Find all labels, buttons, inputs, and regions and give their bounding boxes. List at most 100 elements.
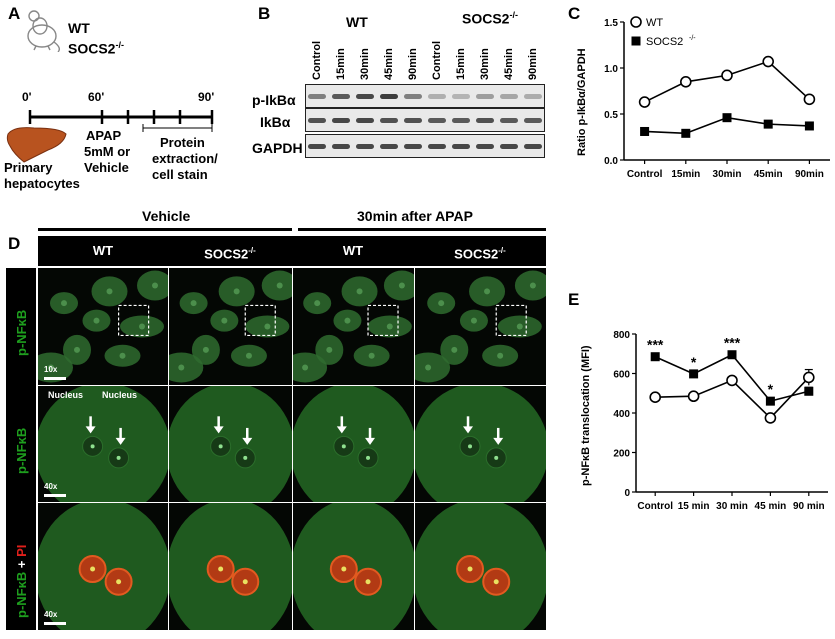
cell — [293, 352, 328, 383]
significance-label: *** — [724, 335, 741, 351]
cell-body — [38, 386, 168, 502]
blot-band — [428, 144, 446, 149]
significance-label: *** — [647, 337, 664, 353]
nucleus-spot — [218, 444, 223, 449]
y-tick-label: 1.5 — [604, 18, 618, 29]
cell-nucleus — [398, 282, 405, 289]
row-label-3: p-NFκB + PI — [14, 545, 29, 618]
scale-label: 10x — [44, 365, 58, 374]
nucleus-spot — [366, 455, 371, 460]
time-60: 60' — [88, 90, 105, 104]
blot-group-wt: WT — [346, 14, 368, 30]
micrograph-tile — [293, 268, 414, 385]
micrograph-tile — [169, 386, 292, 502]
y-tick-label: 0.5 — [604, 110, 618, 121]
y-tick-label: 200 — [613, 449, 630, 460]
legend-wt-label: WT — [646, 17, 663, 29]
mouse-socs-sup: -/- — [115, 40, 124, 50]
significance-label: * — [768, 381, 774, 397]
micrograph-image — [38, 503, 168, 630]
group-vehicle-bar — [38, 228, 292, 231]
point-socs — [727, 350, 737, 360]
point-wt — [803, 371, 815, 384]
scale-label: 40x — [44, 610, 58, 619]
col-header-text-1: WT — [92, 243, 114, 258]
y-tick-label: 600 — [613, 370, 630, 381]
blot-lane-label: 30min — [479, 48, 491, 80]
cell-nucleus — [74, 346, 80, 353]
blot-band — [332, 94, 350, 99]
point-socs — [640, 126, 650, 136]
x-tick-label: 15min — [671, 169, 700, 180]
cell-nucleus — [386, 323, 393, 330]
blot-group-socs-text: SOCS2 — [462, 10, 510, 27]
point-wt — [764, 412, 777, 424]
x-tick-label: 30min — [713, 169, 742, 180]
micrograph-image — [169, 386, 292, 502]
blot-band — [428, 94, 446, 99]
micrograph-image — [38, 386, 168, 502]
row-label-1: p-NFκB — [14, 309, 29, 356]
x-tick-label: 45 min — [755, 501, 787, 512]
apap-line-2: 5mM or — [84, 144, 131, 159]
blot-lane-label: 15min — [335, 48, 347, 80]
series-line — [644, 60, 810, 103]
blot-band — [404, 94, 422, 99]
protein-line-2: extraction/ — [152, 151, 218, 166]
y-tick-label: 400 — [613, 409, 630, 420]
micrograph-tile: 10x — [38, 268, 168, 385]
row-label-3-plus: + — [14, 556, 29, 572]
cell-nucleus — [221, 317, 228, 324]
blot-band — [332, 144, 350, 149]
micrograph-image — [293, 503, 414, 630]
point-wt — [687, 390, 700, 403]
protein-line-1: Protein — [160, 135, 205, 150]
point-socs — [722, 113, 732, 123]
col-header-text-3: WT — [342, 243, 364, 258]
y-tick-label: 1.0 — [604, 64, 618, 75]
blot-band — [380, 118, 398, 123]
cell-nucleus — [302, 364, 309, 371]
cell-nucleus — [264, 323, 271, 330]
blot-row-label-ikba: IkBα — [260, 114, 291, 130]
blot-lane-label: 45min — [503, 48, 515, 80]
point-socs — [689, 369, 699, 379]
point-wt — [762, 55, 774, 68]
point-wt — [649, 391, 662, 403]
y-tick-label: 0.0 — [604, 156, 618, 167]
nucleus-spot — [341, 444, 346, 449]
blot-lane-label: Control — [431, 40, 443, 80]
group-apap: 30min after APAP — [357, 208, 473, 224]
scale-bar — [44, 377, 66, 380]
scale-bar — [44, 494, 66, 497]
panel-e-label: E — [568, 290, 580, 309]
cell-nucleus — [314, 300, 321, 307]
cell — [169, 352, 204, 383]
blot-band — [452, 144, 470, 149]
group-apap-bar — [298, 228, 546, 231]
blot-lane-label: Control — [311, 40, 323, 80]
cell-nucleus — [368, 352, 375, 359]
blot-band — [428, 118, 446, 123]
blot-band — [380, 94, 398, 99]
panel-c-label: C — [568, 4, 581, 23]
cells-label-1: Primary — [4, 160, 53, 175]
panel-d-label: D — [8, 234, 21, 253]
cell-nucleus — [139, 323, 145, 330]
nucleus-spot — [116, 455, 121, 460]
cell — [415, 352, 451, 383]
x-tick-label: Control — [627, 169, 663, 180]
micrograph-tile — [415, 503, 546, 630]
cell-body — [415, 386, 546, 502]
blot-band — [500, 144, 518, 149]
cell-nucleus — [516, 323, 523, 330]
nucleus-spot — [341, 566, 347, 572]
nucleus-spot — [243, 455, 248, 460]
legend-socs-sup: -/- — [689, 35, 696, 42]
x-tick-label: 45min — [754, 169, 783, 180]
cell — [38, 352, 73, 383]
point-wt — [638, 96, 651, 108]
blot-band — [308, 118, 326, 123]
micrograph-image — [38, 270, 168, 383]
timeline — [28, 110, 214, 132]
